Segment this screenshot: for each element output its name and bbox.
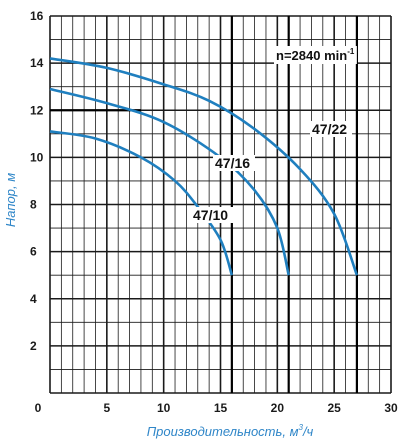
y-tick-label: 12 <box>30 103 44 117</box>
x-tick-label: 10 <box>157 401 171 415</box>
curve-47-16 <box>49 87 290 276</box>
labels: 2 4 6 8 10 12 14 16 0 5 10 15 20 25 30 47/22 47/16 47/10 <box>30 9 398 415</box>
x-tick-label: 25 <box>327 401 341 415</box>
x-tick-label: 15 <box>214 401 228 415</box>
y-tick-label: 6 <box>30 245 37 259</box>
y-tick-label: 10 <box>30 150 44 164</box>
x-axis-label: Производительность, м3/ч <box>147 423 314 439</box>
curves <box>49 57 359 276</box>
curve-label-background <box>213 155 255 171</box>
y-tick-label: 8 <box>30 198 37 212</box>
x-tick-label: 30 <box>384 401 398 415</box>
speed-label: n=2840 min-1 <box>276 47 355 63</box>
curve-47-10 <box>49 130 234 276</box>
y-tick-label: 2 <box>30 339 37 353</box>
curve-label: 47/22 <box>312 121 347 137</box>
x-tick-label: 0 <box>35 401 42 415</box>
curve-label: 47/16 <box>215 155 250 171</box>
curve-label-background <box>191 207 233 223</box>
curve-47-22 <box>49 57 359 276</box>
grid <box>49 15 392 394</box>
curve-label: 47/10 <box>193 207 228 223</box>
y-tick-label: 4 <box>30 292 37 306</box>
y-axis-label: Напор, м <box>3 173 18 227</box>
curve-label-background <box>310 121 352 137</box>
speed-label-background <box>274 46 357 64</box>
x-tick-label: 5 <box>103 401 110 415</box>
x-tick-label: 20 <box>271 401 285 415</box>
y-tick-label: 16 <box>30 9 44 23</box>
y-tick-label: 14 <box>30 56 44 70</box>
